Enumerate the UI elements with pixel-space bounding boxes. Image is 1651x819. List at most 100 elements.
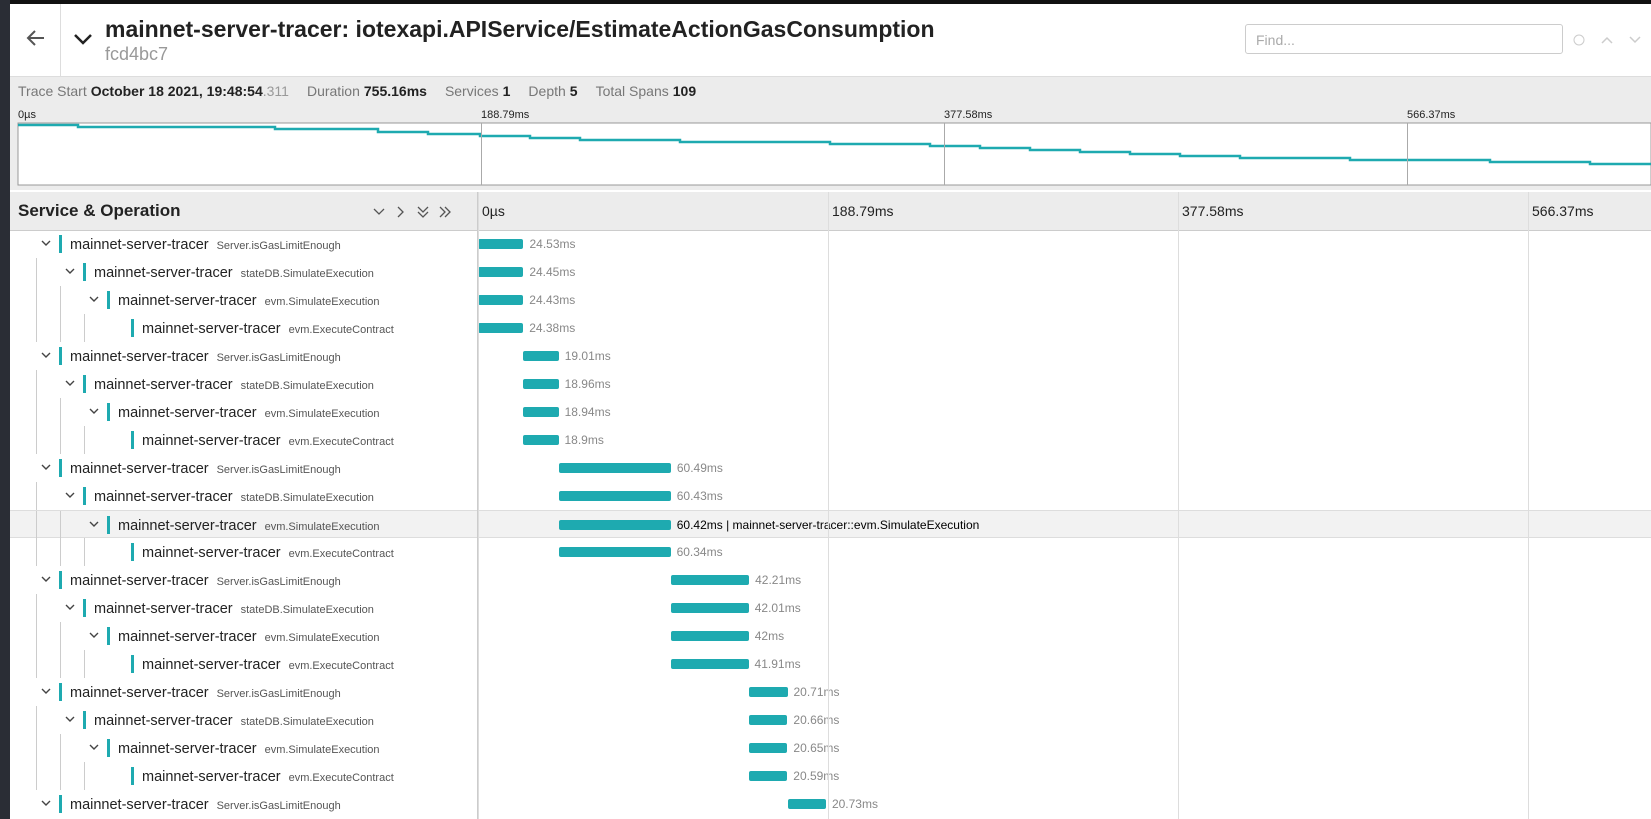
back-button[interactable] — [24, 26, 48, 50]
span-bar[interactable] — [749, 715, 788, 725]
span-bar[interactable] — [787, 799, 826, 809]
span-row[interactable]: mainnet-server-tracer evm.SimulateExecuti… — [10, 510, 1651, 539]
span-row[interactable]: mainnet-server-tracer evm.SimulateExecuti… — [10, 734, 1651, 762]
toggle[interactable] — [64, 488, 76, 500]
span-bar[interactable] — [523, 351, 559, 361]
toggle[interactable] — [40, 684, 52, 696]
span-bar[interactable] — [670, 631, 749, 641]
span-bar[interactable] — [670, 659, 749, 669]
toggle[interactable] — [88, 517, 100, 529]
span-bar[interactable] — [749, 771, 788, 781]
span-name: mainnet-server-tracer Server.isGasLimitEn… — [70, 236, 341, 254]
span-bar[interactable] — [523, 407, 559, 417]
toggle[interactable] — [40, 460, 52, 472]
dock — [0, 0, 10, 819]
service-name: mainnet-server-tracer — [142, 433, 281, 449]
service-name: mainnet-server-tracer — [142, 769, 281, 785]
span-bar[interactable] — [558, 491, 671, 501]
span-row[interactable]: mainnet-server-tracer Server.isGasLimitEn… — [10, 342, 1651, 370]
service-name: mainnet-server-tracer — [142, 545, 281, 561]
span-row[interactable]: mainnet-server-tracer Server.isGasLimitEn… — [10, 790, 1651, 818]
duration-label: 20.71ms — [793, 685, 840, 699]
duration-label: 18.94ms — [564, 405, 611, 419]
span-row[interactable]: mainnet-server-tracer evm.ExecuteContract… — [10, 538, 1651, 566]
span-row[interactable]: mainnet-server-tracer evm.SimulateExecuti… — [10, 398, 1651, 426]
span-row[interactable]: mainnet-server-tracer Server.isGasLimitEn… — [10, 678, 1651, 706]
toggle[interactable] — [64, 376, 76, 388]
span-row[interactable]: mainnet-server-tracer stateDB.SimulateExe… — [10, 370, 1651, 398]
span-bar[interactable] — [523, 379, 559, 389]
span-bar[interactable] — [478, 267, 524, 277]
find-controls[interactable] — [1572, 32, 1650, 48]
span-bar[interactable] — [749, 687, 788, 697]
span-name: mainnet-server-tracer stateDB.SimulateExe… — [94, 264, 374, 282]
indent-guide — [36, 398, 37, 426]
toggle[interactable] — [88, 292, 100, 304]
span-row[interactable]: mainnet-server-tracer evm.SimulateExecuti… — [10, 622, 1651, 650]
span-row[interactable]: mainnet-server-tracer stateDB.SimulateExe… — [10, 258, 1651, 286]
divider — [60, 4, 61, 76]
timeline-tick-label: 188.79ms — [832, 203, 894, 219]
minimap-tick-label: 566.37ms — [1407, 109, 1456, 121]
indent-guide — [36, 762, 37, 790]
service-color — [83, 711, 86, 729]
service-name: mainnet-server-tracer — [70, 797, 209, 813]
span-row[interactable]: mainnet-server-tracer Server.isGasLimitEn… — [10, 454, 1651, 482]
span-bar[interactable] — [558, 520, 671, 530]
span-row[interactable]: mainnet-server-tracer evm.ExecuteContract… — [10, 314, 1651, 342]
indent-guide — [36, 511, 37, 539]
summary-label: Total Spans — [595, 83, 669, 99]
toggle[interactable] — [40, 236, 52, 248]
toggle[interactable] — [88, 740, 100, 752]
summary-suffix: .311 — [262, 83, 289, 99]
span-bar[interactable] — [478, 239, 524, 249]
operation-name: evm.ExecuteContract — [288, 660, 394, 672]
span-row[interactable]: mainnet-server-tracer evm.ExecuteContract… — [10, 762, 1651, 790]
service-name: mainnet-server-tracer — [118, 405, 257, 421]
toggle[interactable] — [64, 712, 76, 724]
span-row[interactable]: mainnet-server-tracer stateDB.SimulateExe… — [10, 594, 1651, 622]
indent-guide — [36, 314, 37, 342]
duration-label: 20.66ms — [793, 713, 840, 727]
indent-guide — [60, 426, 61, 454]
span-row[interactable]: mainnet-server-tracer stateDB.SimulateExe… — [10, 706, 1651, 734]
span-bar[interactable] — [558, 547, 671, 557]
toggle[interactable] — [64, 264, 76, 276]
span-row[interactable]: mainnet-server-tracer Server.isGasLimitEn… — [10, 566, 1651, 594]
toggle[interactable] — [88, 628, 100, 640]
indent-guide — [60, 398, 61, 426]
summary-item: Duration 755.16ms — [307, 83, 427, 99]
toggle[interactable] — [64, 600, 76, 612]
span-bar[interactable] — [478, 295, 524, 305]
span-row[interactable]: mainnet-server-tracer evm.ExecuteContract… — [10, 650, 1651, 678]
span-name: mainnet-server-tracer evm.ExecuteContract — [142, 656, 394, 674]
span-bar[interactable] — [670, 603, 749, 613]
minimap-tick-line — [1407, 123, 1408, 185]
indent-guide — [60, 734, 61, 762]
span-row[interactable]: mainnet-server-tracer Server.isGasLimitEn… — [10, 230, 1651, 258]
span-bar[interactable] — [670, 575, 750, 585]
span-bar[interactable] — [478, 323, 524, 333]
toggle[interactable] — [88, 404, 100, 416]
service-color — [83, 487, 86, 505]
operation-name: evm.SimulateExecution — [264, 744, 380, 756]
span-bar[interactable] — [558, 463, 671, 473]
span-bar[interactable] — [523, 435, 559, 445]
span-row[interactable]: mainnet-server-tracer evm.SimulateExecuti… — [10, 286, 1651, 314]
collapse-button[interactable] — [72, 30, 94, 48]
span-bar[interactable] — [749, 743, 788, 753]
service-name: mainnet-server-tracer — [70, 685, 209, 701]
toggle[interactable] — [40, 796, 52, 808]
service-name: mainnet-server-tracer — [118, 293, 257, 309]
service-color — [131, 767, 134, 785]
toggle[interactable] — [40, 572, 52, 584]
toggle[interactable] — [40, 348, 52, 360]
minimap-tick-line — [944, 123, 945, 185]
span-row[interactable]: mainnet-server-tracer evm.ExecuteContract… — [10, 426, 1651, 454]
expand-controls[interactable] — [372, 204, 460, 220]
timeline-tick-label: 0µs — [482, 203, 505, 219]
service-name: mainnet-server-tracer — [94, 601, 233, 617]
indent-guide — [60, 286, 61, 314]
find-input[interactable]: Find... — [1245, 24, 1563, 54]
span-row[interactable]: mainnet-server-tracer stateDB.SimulateExe… — [10, 482, 1651, 510]
